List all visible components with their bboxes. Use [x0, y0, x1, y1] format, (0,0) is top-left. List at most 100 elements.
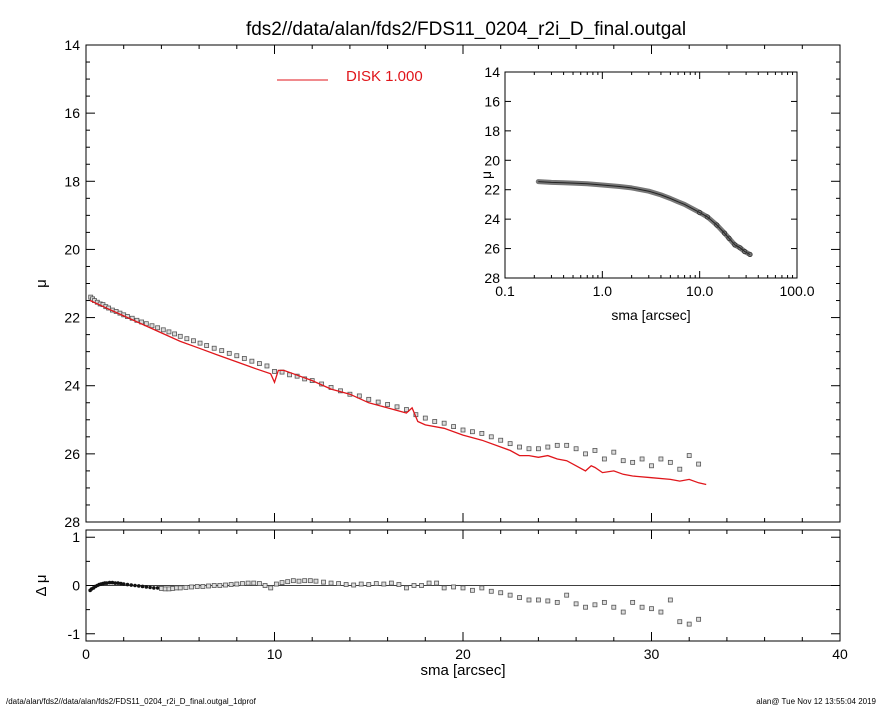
residual-point: [620, 609, 626, 615]
residual-point: [133, 583, 137, 588]
y-tick-label: 26: [64, 446, 80, 462]
data-point: [479, 431, 485, 436]
residual-point: [526, 597, 532, 603]
y-tick-label: 20: [484, 152, 500, 168]
data-point: [696, 461, 702, 467]
y-tick-label: 14: [484, 64, 500, 80]
residual-point: [307, 578, 313, 584]
data-point: [677, 466, 683, 472]
residual-point: [223, 582, 228, 588]
chart-title: fds2//data/alan/fds2/FDS11_0204_r2i_D_fi…: [246, 19, 686, 40]
x-tick-label: 10.0: [686, 283, 713, 299]
residual-point: [234, 581, 240, 587]
residual-point: [313, 578, 319, 584]
residual-point: [140, 584, 145, 589]
data-point: [219, 348, 225, 354]
inset-data-point: [747, 251, 753, 258]
residual-point: [396, 582, 402, 587]
data-point: [554, 442, 560, 448]
y-axis-label: μ: [478, 171, 494, 179]
data-point: [197, 340, 203, 346]
inset-panel: 14 16 18 20 22 24 26 280.1 1.0 10.0 100.0 sma [arcs…: [478, 64, 815, 323]
residual-point: [148, 585, 152, 590]
residual-point: [498, 590, 504, 596]
residual-point: [434, 580, 440, 586]
data-point: [385, 402, 391, 407]
residual-point: [336, 581, 341, 586]
residual-point: [211, 583, 217, 588]
y-tick-label: -1: [68, 626, 81, 642]
data-point: [211, 345, 217, 351]
residual-point: [200, 584, 206, 589]
x-axis-label: sma [arcsec]: [420, 662, 505, 679]
residual-point: [411, 583, 417, 588]
residual-point: [545, 598, 551, 604]
x-tick-label: 10: [267, 646, 283, 662]
footer-timestamp: alan@ Tue Nov 12 13:55:04 2019: [756, 697, 876, 706]
residual-point: [328, 580, 334, 586]
y-tick-label: 24: [64, 378, 80, 394]
data-point: [375, 399, 381, 405]
residual-point: [183, 585, 189, 590]
data-point: [601, 456, 607, 462]
residual-point: [536, 597, 541, 603]
residual-point: [667, 597, 673, 603]
residual-point: [564, 592, 570, 598]
residual-point: [245, 580, 251, 586]
inset-data-point: [732, 242, 738, 248]
residual-point: [113, 581, 118, 585]
residual-point: [240, 581, 245, 586]
residual-point: [696, 616, 702, 622]
data-point: [630, 459, 636, 465]
data-point: [649, 463, 654, 469]
residual-point: [177, 585, 183, 591]
residual-point: [279, 580, 285, 586]
inset-data-point: [714, 222, 720, 228]
residual-point: [419, 583, 424, 588]
data-point: [564, 442, 570, 448]
inset-data-point: [726, 235, 732, 241]
y-tick-label: 28: [484, 270, 500, 286]
data-point: [592, 448, 598, 453]
y-tick-label: 16: [64, 105, 80, 121]
residual-point: [554, 599, 560, 605]
data-point: [432, 419, 438, 424]
residual-point: [136, 584, 141, 588]
x-tick-label: 100.0: [779, 283, 814, 299]
residual-point: [262, 583, 268, 588]
disk-model-line: [89, 299, 707, 486]
residual-point: [228, 582, 234, 587]
data-point: [204, 343, 210, 348]
data-point: [241, 356, 247, 361]
residual-point: [251, 580, 257, 586]
residual-point: [373, 581, 379, 586]
data-point: [172, 331, 177, 337]
residual-point: [573, 601, 579, 607]
y-tick-label: 28: [64, 514, 80, 530]
data-point: [264, 363, 270, 369]
residual-point: [116, 581, 120, 585]
residual-point: [601, 599, 607, 605]
residual-point: [583, 604, 588, 610]
residual-point: [321, 579, 326, 585]
residual-point: [426, 580, 432, 586]
data-point: [394, 404, 400, 410]
data-point: [366, 396, 372, 402]
y-tick-label: 14: [64, 37, 80, 53]
residual-point: [639, 604, 645, 610]
y-tick-label: 24: [484, 211, 500, 227]
footer-file-path: /data/alan/fds2//data/alan/fds2/FDS11_02…: [6, 697, 256, 706]
residual-point: [441, 585, 447, 591]
x-tick-label: 40: [832, 646, 848, 662]
y-tick-label: 0: [72, 578, 80, 594]
x-tick-label: 0: [82, 646, 90, 662]
data-point: [545, 444, 551, 450]
inset-data-point: [704, 214, 710, 220]
residual-point: [630, 599, 636, 605]
residual-point: [381, 581, 387, 587]
data-point: [498, 437, 504, 443]
data-point: [226, 350, 232, 356]
data-point: [488, 434, 494, 440]
residual-point: [129, 583, 134, 587]
